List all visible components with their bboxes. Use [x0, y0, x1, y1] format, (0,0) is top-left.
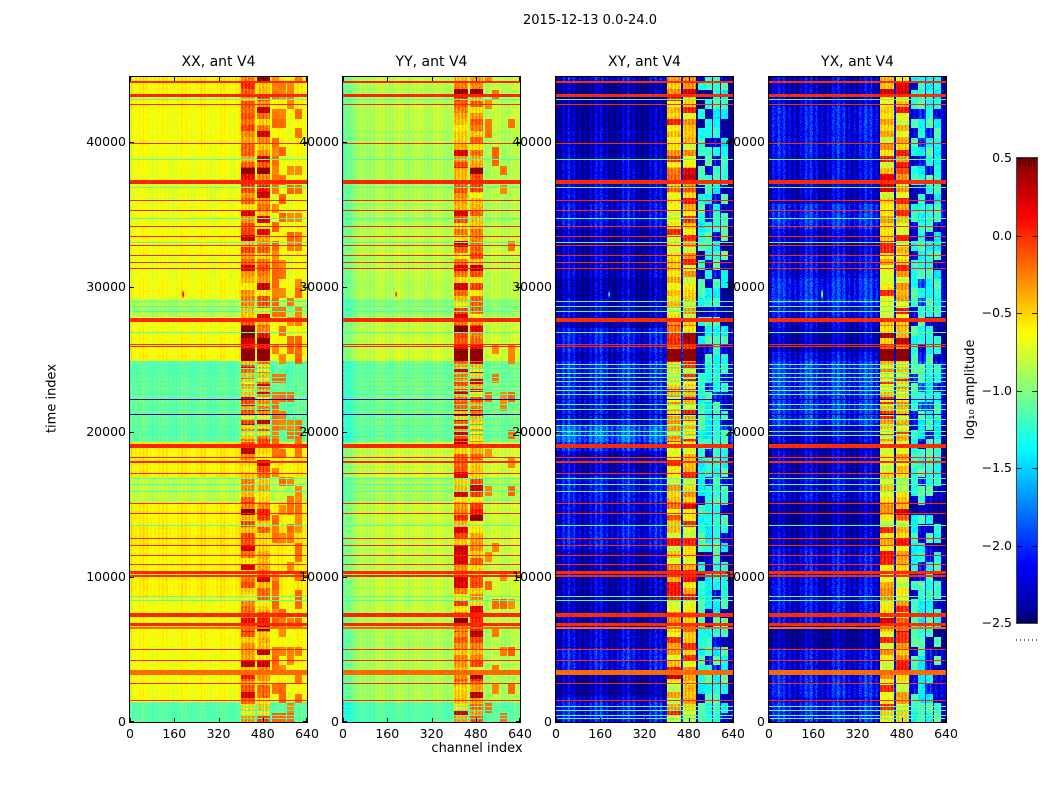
xtick-xy-320: 320 — [632, 726, 657, 741]
ytick-yy-30000: 30000 — [299, 278, 339, 294]
colorbar-frame — [1016, 157, 1038, 624]
xtick-xx-160: 160 — [162, 726, 187, 741]
colorbar-tick-0.5: 0.5 — [992, 150, 1012, 165]
xtick-xx-0: 0 — [126, 726, 134, 741]
xtick-yy-320: 320 — [419, 726, 444, 741]
ytick-xy-10000: 10000 — [512, 568, 552, 584]
x-axis-label: channel index — [431, 741, 523, 756]
ytick-xx-40000: 40000 — [86, 133, 126, 149]
ytick-yx-0: 0 — [757, 714, 765, 729]
colorbar-tick-−2.5: −2.5 — [981, 615, 1012, 630]
xtick-xx-640: 640 — [295, 726, 319, 741]
ytick-yx-30000: 30000 — [725, 278, 765, 294]
ytick-xx-0: 0 — [118, 714, 126, 729]
ytick-xx-30000: 30000 — [86, 278, 126, 294]
ytick-xy-20000: 20000 — [512, 423, 552, 439]
ytick-yy-10000: 10000 — [299, 568, 339, 584]
xtick-xy-160: 160 — [588, 726, 613, 741]
xtick-xx-480: 480 — [250, 726, 275, 741]
xtick-xy-480: 480 — [676, 726, 701, 741]
colorbar-label: log₁₀ amplitude — [963, 339, 978, 440]
ytick-yx-40000: 40000 — [725, 133, 765, 149]
xtick-yy-480: 480 — [463, 726, 488, 741]
ytick-yx-10000: 10000 — [725, 568, 765, 584]
ytick-xy-0: 0 — [544, 714, 552, 729]
xtick-yx-640: 640 — [934, 726, 958, 741]
colorbar-tick-−1.0: −1.0 — [981, 382, 1012, 398]
xtick-yx-480: 480 — [889, 726, 914, 741]
panel-title-yx: YX, ant V4 — [821, 54, 894, 70]
xtick-yy-0: 0 — [339, 726, 347, 741]
heatmap-xy — [556, 77, 733, 722]
heatmap-panel-xx-frame — [129, 76, 308, 723]
ytick-xx-10000: 10000 — [86, 568, 126, 584]
colorbar-gradient — [1017, 158, 1037, 623]
figure-title: 2015-12-13 0.0-24.0 — [523, 13, 657, 28]
panel-title-xx: XX, ant V4 — [181, 54, 256, 70]
xtick-xx-320: 320 — [206, 726, 231, 741]
xtick-yx-0: 0 — [765, 726, 773, 741]
xtick-yy-160: 160 — [375, 726, 400, 741]
xtick-yx-320: 320 — [845, 726, 870, 741]
heatmap-yx — [769, 77, 946, 722]
colorbar-tick-−0.5: −0.5 — [981, 305, 1012, 320]
colorbar-minor-dots — [1016, 639, 1038, 641]
ytick-xy-30000: 30000 — [512, 278, 552, 294]
panel-title-xy: XY, ant V4 — [608, 54, 681, 70]
xtick-yx-160: 160 — [801, 726, 826, 741]
xtick-yy-640: 640 — [508, 726, 532, 741]
heatmap-panel-xy-frame — [555, 76, 734, 723]
ytick-yx-20000: 20000 — [725, 423, 765, 439]
ytick-yy-40000: 40000 — [299, 133, 339, 149]
ytick-yy-20000: 20000 — [299, 423, 339, 439]
ytick-xy-40000: 40000 — [512, 133, 552, 149]
heatmap-panel-yx-frame — [768, 76, 947, 723]
heatmap-panel-yy-frame — [342, 76, 521, 723]
colorbar-tick-0.0: 0.0 — [992, 227, 1012, 243]
y-axis-label: time index — [44, 363, 60, 434]
xtick-xy-0: 0 — [552, 726, 560, 741]
colorbar-tick-−2.0: −2.0 — [981, 537, 1012, 553]
heatmap-xx — [130, 77, 307, 722]
xtick-xy-640: 640 — [721, 726, 745, 741]
panel-title-yy: YY, ant V4 — [395, 54, 468, 70]
heatmap-yy — [343, 77, 520, 722]
ytick-xx-20000: 20000 — [86, 423, 126, 439]
colorbar-tick-−1.5: −1.5 — [981, 460, 1012, 475]
ytick-yy-0: 0 — [331, 714, 339, 729]
